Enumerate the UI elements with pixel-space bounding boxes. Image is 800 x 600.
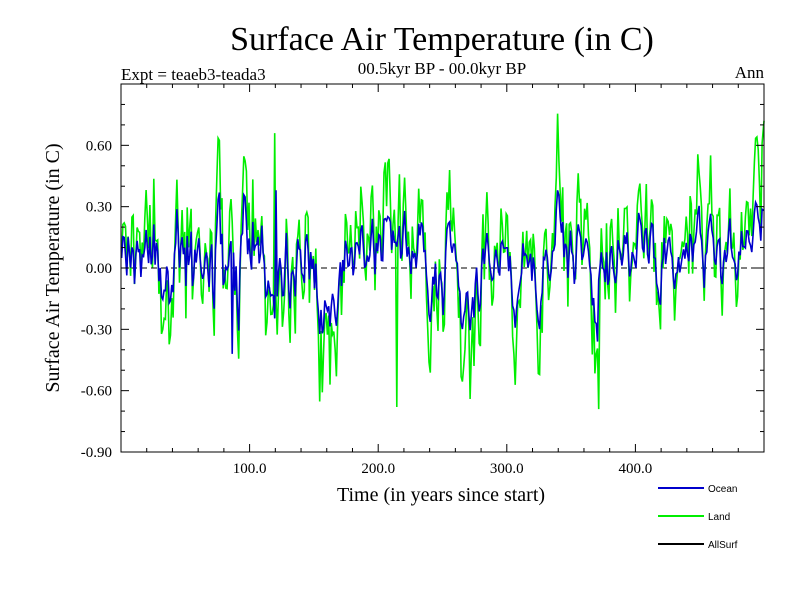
legend-label-allsurf: AllSurf <box>708 540 738 551</box>
period-label: Ann <box>735 63 765 82</box>
legend-label-ocean: Ocean <box>708 484 737 495</box>
y-tick-label: 0.60 <box>86 138 112 154</box>
legend-label-land: Land <box>708 512 730 523</box>
plot-frame <box>120 83 765 453</box>
y-tick-label: 0.00 <box>86 261 112 277</box>
y-tick-label: -0.60 <box>81 384 112 400</box>
x-tick-label: 300.0 <box>490 461 524 477</box>
y-tick-label: -0.30 <box>81 322 112 338</box>
land-series-line <box>120 113 765 410</box>
series-lines <box>120 113 765 410</box>
x-tick-label: 100.0 <box>233 461 267 477</box>
chart-subtitle: 00.5kyr BP - 00.0kyr BP <box>358 59 526 78</box>
x-tick-label: 200.0 <box>361 461 395 477</box>
axis-ticks <box>120 83 765 453</box>
experiment-label: Expt = teaeb3-teada3 <box>121 65 266 84</box>
x-tick-label: 400.0 <box>619 461 653 477</box>
tick-labels: 100.0 200.0 300.0 400.0 0.60 0.30 0.00 -0.30 -0.… <box>81 138 653 477</box>
y-axis-label: Surface Air Temperature (in C) <box>42 143 64 392</box>
legend: Ocean Land AllSurf <box>658 484 738 551</box>
y-tick-label: -0.90 <box>81 445 112 461</box>
y-tick-label: 0.30 <box>86 200 112 216</box>
x-axis-label: Time (in years since start) <box>337 484 545 506</box>
chart-title: Surface Air Temperature (in C) <box>230 21 654 58</box>
ocean-series-line <box>120 190 765 354</box>
